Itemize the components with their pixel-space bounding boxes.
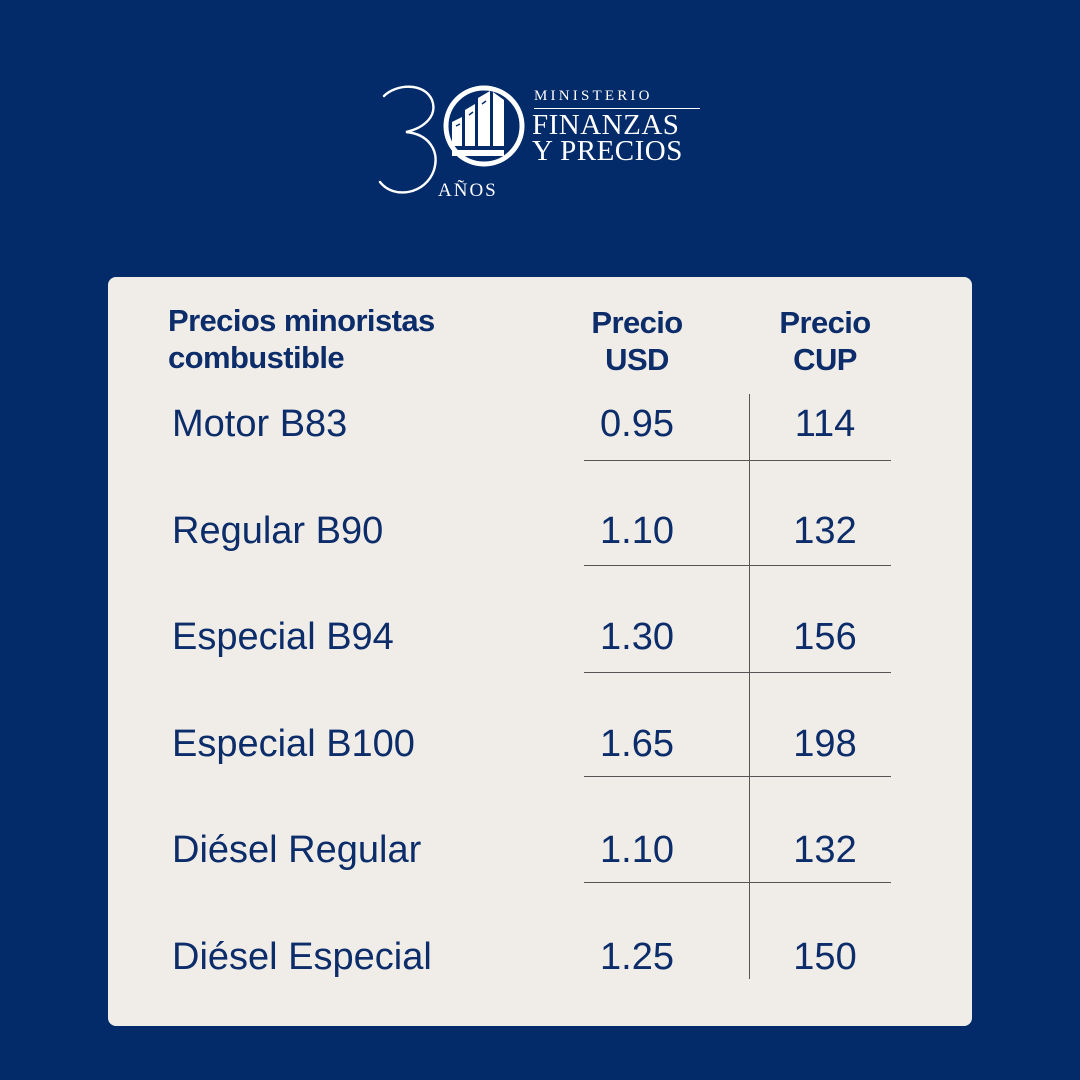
price-cup: 132 [793, 829, 857, 871]
logo-ministerio: MINISTERIO [534, 88, 653, 104]
row-divider [584, 776, 891, 777]
fuel-name: Especial B94 [172, 616, 394, 658]
logo-finanzas: FINANZAS [532, 109, 680, 141]
row-divider [584, 565, 891, 566]
row-divider [584, 672, 891, 673]
anos-text: AÑOS [438, 180, 498, 201]
table-title: Precios minoristas combustible [168, 303, 435, 375]
row-divider [584, 460, 891, 461]
price-usd: 0.95 [600, 403, 674, 445]
logo-divider [534, 108, 700, 109]
logo-y-precios: Y PRECIOS [532, 135, 683, 167]
price-usd: 1.65 [600, 723, 674, 765]
price-cup: 114 [794, 403, 856, 445]
table-row: Regular B90 1.10 132 [108, 497, 972, 603]
table-row: Especial B94 1.30 156 [108, 603, 972, 709]
row-divider [584, 882, 891, 883]
thirty-years-emblem-icon [378, 85, 525, 194]
table-row: Especial B100 1.65 198 [108, 710, 972, 816]
table-row: Motor B83 0.95 114 [108, 390, 972, 496]
column-divider [749, 394, 750, 979]
fuel-name: Diésel Especial [172, 936, 432, 978]
ministry-logo: AÑOS MINISTERIO FINANZAS Y PRECIOS [376, 82, 706, 202]
column-header-usd: Precio USD [591, 305, 683, 377]
price-cup: 198 [793, 723, 857, 765]
table-row: Diésel Regular 1.10 132 [108, 816, 972, 922]
fuel-name: Diésel Regular [172, 829, 422, 871]
price-cup: 156 [793, 616, 857, 658]
table-row: Diésel Especial 1.25 150 [108, 923, 972, 1029]
price-usd: 1.10 [600, 510, 674, 552]
fuel-name: Especial B100 [172, 723, 415, 765]
price-usd: 1.10 [600, 829, 674, 871]
column-header-cup: Precio CUP [779, 305, 871, 377]
fuel-name: Motor B83 [172, 403, 348, 445]
price-cup: 132 [793, 510, 857, 552]
price-usd: 1.25 [600, 936, 674, 978]
price-cup: 150 [793, 936, 857, 978]
fuel-price-card: Precios minoristas combustible Precio US… [108, 277, 972, 1026]
price-usd: 1.30 [600, 616, 674, 658]
fuel-name: Regular B90 [172, 510, 384, 552]
